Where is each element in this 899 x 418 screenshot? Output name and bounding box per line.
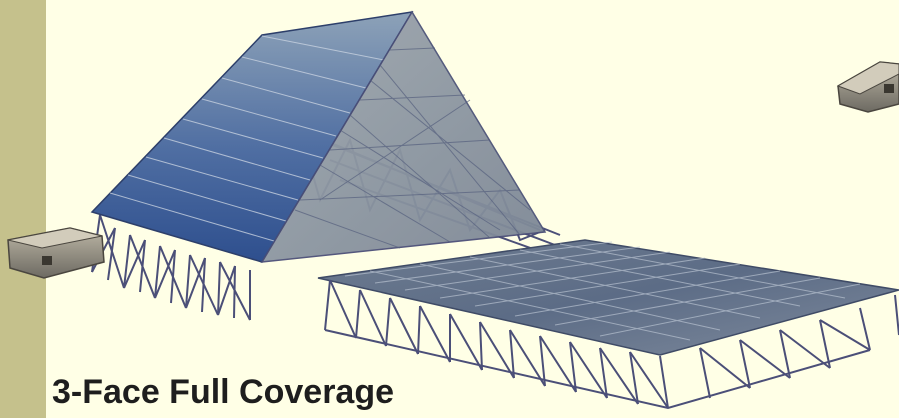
- side-band: [0, 0, 46, 418]
- left-telescope-unit: [7, 227, 105, 279]
- slide-caption: 3-Face Full Coverage: [52, 373, 395, 411]
- roof-right-face: [260, 10, 547, 263]
- flat-array-truss: [324, 279, 899, 410]
- right-telescope-unit: [836, 61, 899, 113]
- flat-panel-array: [317, 239, 899, 356]
